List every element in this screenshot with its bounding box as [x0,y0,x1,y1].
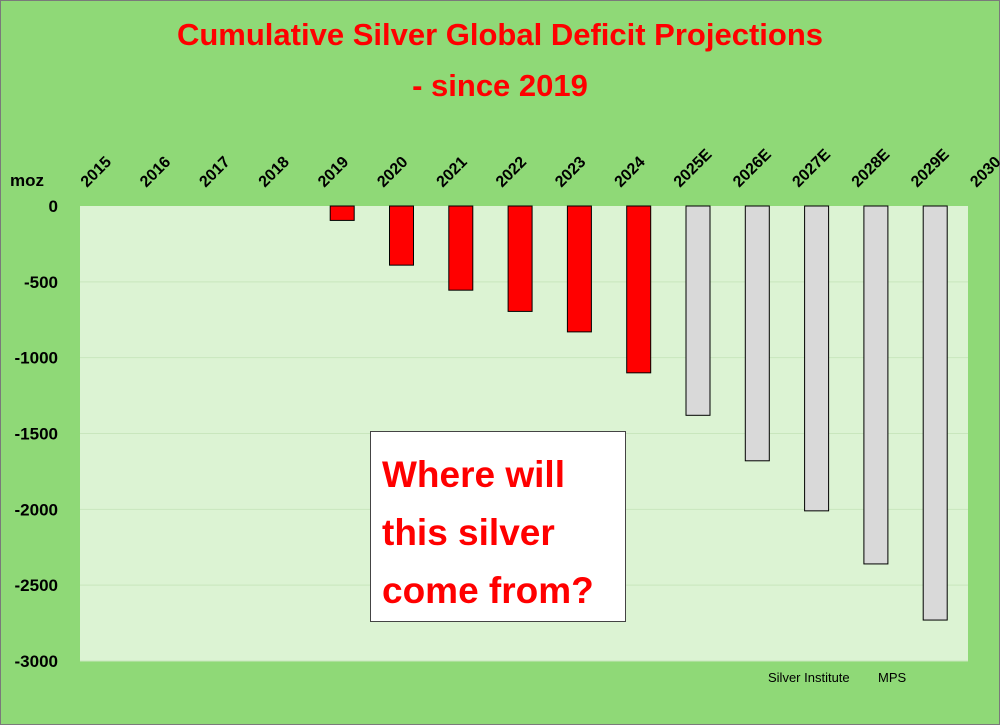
x-tick-label: 2020 [374,154,411,191]
chart-title-line-1: Cumulative Silver Global Deficit Project… [176,17,823,52]
y-tick-label: -2000 [15,500,58,519]
x-tick-label: 2017 [196,154,233,191]
y-tick-label: -2500 [15,576,58,595]
bar [329,205,355,221]
x-tick-label: 2029E [908,146,953,191]
x-tick-label: 2023 [552,154,589,191]
bar [922,205,948,621]
bar [685,205,711,416]
x-tick-label: 2027E [789,146,834,191]
annotation-line-2: this silver [382,512,555,553]
bar [448,205,474,291]
bar [389,205,414,266]
x-tick-label: 2024 [612,154,649,191]
y-tick-label: -1500 [15,425,58,444]
x-tick-label: 2022 [493,154,530,191]
x-tick-label: 2025E [671,146,716,191]
y-tick-label: -3000 [15,652,58,671]
y-axis-label: moz [10,171,44,190]
annotation-callout: Where will this silver come from? [370,431,626,622]
x-tick-label: 2015 [78,154,115,191]
bar [626,205,652,374]
chart-title-line-2: - since 2019 [412,68,588,103]
bar [744,205,770,462]
bar [566,205,592,333]
x-tick-label: 2021 [434,154,471,191]
y-tick-label: 0 [49,197,58,216]
x-tick-label: 2026E [730,146,775,191]
x-tick-label: 2030 [967,154,1000,191]
y-tick-label: -500 [24,273,58,292]
annotation-line-3: come from? [382,570,594,611]
bar [863,205,889,565]
x-tick-label: 2018 [256,154,293,191]
source-label-silver-institute: Silver Institute [768,670,850,685]
x-tick-label: 2016 [137,154,174,191]
x-tick-label: 2028E [849,146,894,191]
source-label-mps: MPS [878,670,907,685]
bar [804,205,830,512]
bar [507,205,533,312]
x-tick-label: 2019 [315,154,352,191]
y-tick-label: -1000 [15,349,58,368]
annotation-line-1: Where will [382,454,565,495]
